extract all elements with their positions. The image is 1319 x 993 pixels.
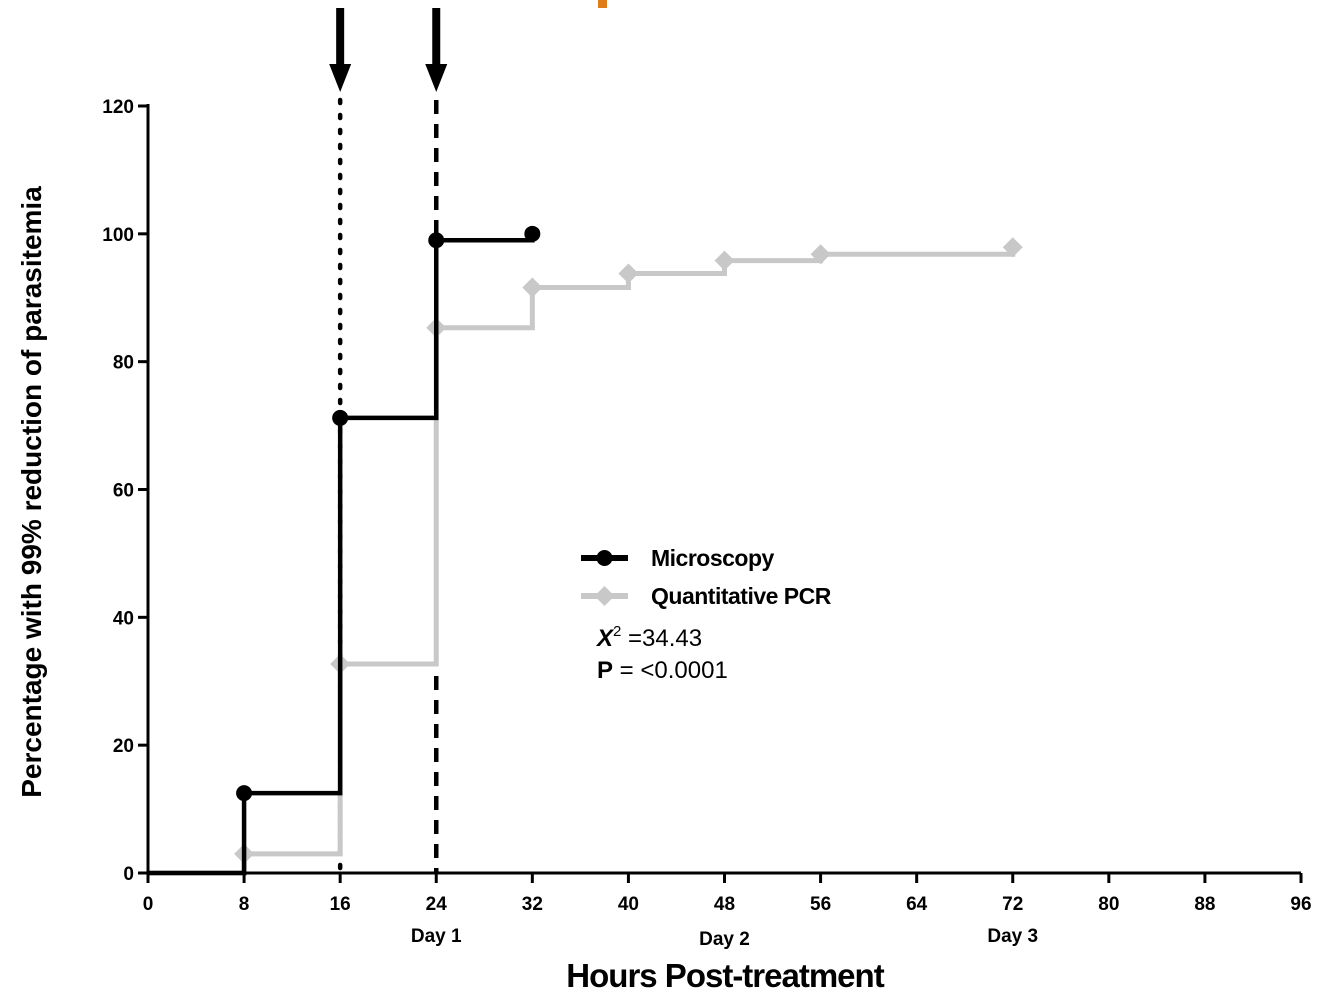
day-label-2: Day 2 [699,929,750,950]
x-tick-label-96: 96 [1290,894,1311,915]
p-value: = <0.0001 [613,657,728,684]
x-axis-title: Hours Post-treatment [566,957,884,993]
legend-label-quantitative-pcr: Quantitative PCR [651,583,832,609]
x-tick-label-8: 8 [239,894,250,915]
x-tick-label-16: 16 [330,894,351,915]
y-tick-label-60: 60 [113,481,134,502]
day-label-1: Day 1 [411,926,462,947]
chi-exponent: 2 [613,623,621,640]
y-tick-label-120: 120 [102,97,134,118]
x-tick-label-88: 88 [1194,894,1215,915]
quantitative-pcr-point-5 [618,263,639,284]
x-tick-label-0: 0 [143,894,154,915]
legend-marker-microscopy [596,550,613,566]
x-tick-label-72: 72 [1002,894,1023,915]
y-tick-label-20: 20 [113,736,134,757]
y-tick-label-80: 80 [113,353,134,374]
microscopy-point-4 [524,225,541,242]
arrow-head-16h [329,64,352,92]
microscopy-point-1 [236,785,253,802]
axes: 0 20 40 60 80 100 120 0 8 16 24 32 40 48 56 64 72 80 88 96 D… [102,0,1312,950]
y-tick-label-40: 40 [113,608,134,629]
legend: Microscopy Quantitative PCR [581,545,832,609]
arrow-head-24h [425,64,448,92]
x-tick-label-48: 48 [714,894,735,915]
x-tick-label-24: 24 [426,894,448,915]
x-tick-label-40: 40 [618,894,639,915]
y-tick-label-100: 100 [102,225,134,246]
quantitative-pcr-point-7 [810,244,831,265]
reference-lines [329,8,448,876]
microscopy-point-3 [428,232,445,249]
x-tick-label-80: 80 [1098,894,1119,915]
day-label-3: Day 3 [987,926,1038,947]
chi-value: =34.43 [621,625,702,652]
legend-marker-quantitative-pcr [594,586,615,606]
accent-mark [598,0,607,8]
chi-square-annotation: X2 =34.43 [595,623,702,652]
x-tick-label-56: 56 [810,894,831,915]
x-tick-label-64: 64 [906,894,928,915]
chi-symbol: X [595,625,615,652]
legend-label-microscopy: Microscopy [651,545,775,571]
quantitative-pcr-point-6 [714,250,735,271]
microscopy-point-2 [332,409,349,426]
p-value-annotation: P = <0.0001 [597,657,728,684]
series-layer [148,225,1023,876]
p-label: P [597,657,613,684]
quantitative-pcr-point-4 [522,277,543,298]
y-tick-label-0: 0 [123,864,134,885]
quantitative-pcr-point-8 [1002,237,1023,258]
x-tick-label-32: 32 [522,894,543,915]
y-axis-title: Percentage with 99% reduction of parasit… [16,186,47,798]
quantitative-pcr-line [148,247,1016,876]
